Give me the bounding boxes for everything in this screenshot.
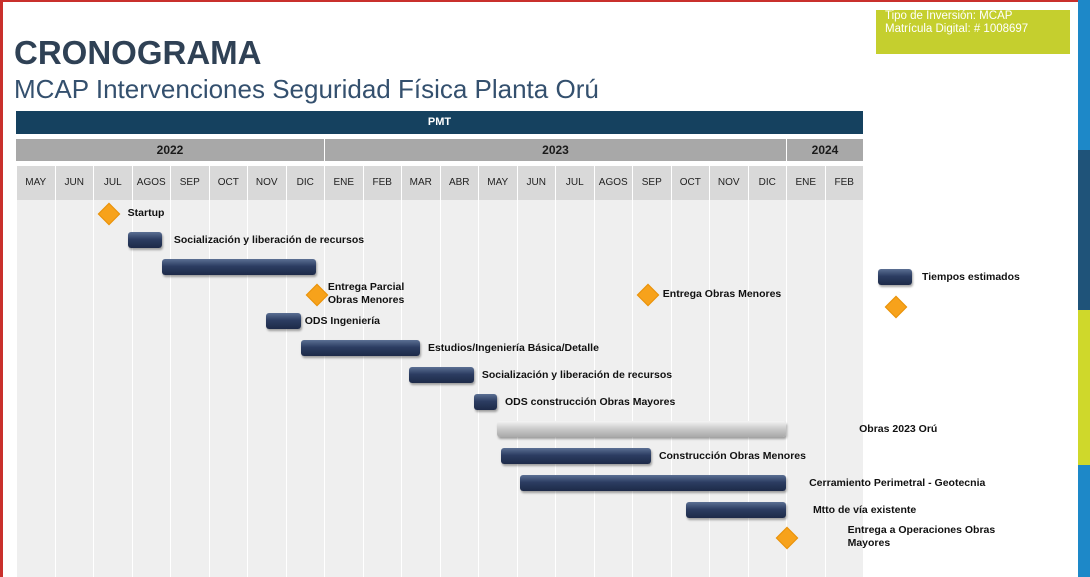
task-label: Entrega Obras Menores bbox=[662, 287, 782, 300]
investment-info-box: Tipo de Inversión: MCAP Matrícula Digita… bbox=[876, 10, 1070, 54]
month-header: DIC bbox=[748, 166, 786, 200]
month-column bbox=[171, 200, 209, 577]
task-label: Cerramiento Perimetral - Geotecnia bbox=[809, 476, 986, 489]
chart-header: PMT bbox=[16, 111, 863, 134]
task-label: Startup bbox=[127, 206, 165, 219]
month-header: JUL bbox=[556, 166, 594, 200]
month-header: ENE bbox=[787, 166, 825, 200]
month-column bbox=[325, 200, 363, 577]
task-label: Socialización y liberación de recursos bbox=[173, 233, 365, 246]
task-label: Construcción Obras Menores bbox=[658, 449, 806, 462]
page-title: CRONOGRAMA bbox=[14, 34, 262, 71]
task-bar[interactable] bbox=[127, 232, 163, 248]
month-column bbox=[787, 200, 825, 577]
month-column bbox=[286, 200, 324, 577]
task-label: ODS construcción Obras Mayores bbox=[504, 395, 676, 408]
month-column bbox=[825, 200, 863, 577]
task-bar[interactable] bbox=[162, 259, 317, 275]
page-subtitle: MCAP Intervenciones Seguridad Física Pla… bbox=[14, 74, 599, 104]
month-header: NOV bbox=[710, 166, 748, 200]
month-header: FEB bbox=[825, 166, 863, 200]
task-bar[interactable] bbox=[266, 313, 301, 329]
month-header: NOV bbox=[248, 166, 286, 200]
month-header: ENE bbox=[325, 166, 363, 200]
month-column bbox=[594, 200, 632, 577]
month-column bbox=[363, 200, 401, 577]
task-bar[interactable] bbox=[501, 448, 652, 464]
slide-edge-stripe bbox=[1078, 0, 1090, 577]
year-header: 2023 bbox=[325, 139, 786, 161]
month-column bbox=[633, 200, 671, 577]
month-column bbox=[748, 200, 786, 577]
month-header: FEB bbox=[363, 166, 401, 200]
month-header: SEP bbox=[633, 166, 671, 200]
task-bar[interactable] bbox=[497, 421, 786, 437]
month-column bbox=[55, 200, 93, 577]
month-column bbox=[671, 200, 709, 577]
stripe-navy bbox=[1078, 150, 1090, 310]
investment-type: Tipo de Inversión: MCAP bbox=[885, 10, 1013, 22]
month-header: AGOS bbox=[594, 166, 632, 200]
month-column bbox=[17, 200, 55, 577]
task-bar[interactable] bbox=[685, 502, 786, 518]
month-column bbox=[556, 200, 594, 577]
digital-registration: Matrícula Digital: # 1008697 bbox=[885, 23, 1029, 35]
month-header: OCT bbox=[671, 166, 709, 200]
month-column bbox=[132, 200, 170, 577]
month-column bbox=[94, 200, 132, 577]
month-header: AGOS bbox=[132, 166, 170, 200]
task-label: Socialización y liberación de recursos bbox=[481, 368, 673, 381]
month-column bbox=[248, 200, 286, 577]
month-header: ABR bbox=[440, 166, 478, 200]
year-header: 2024 bbox=[787, 139, 863, 161]
month-header: MAY bbox=[17, 166, 55, 200]
task-bar[interactable] bbox=[474, 394, 498, 410]
month-column bbox=[209, 200, 247, 577]
month-header: MAY bbox=[479, 166, 517, 200]
month-header: MAR bbox=[402, 166, 440, 200]
task-bar[interactable] bbox=[408, 367, 475, 383]
stripe-blue-bottom bbox=[1078, 465, 1090, 577]
month-column bbox=[479, 200, 517, 577]
task-label: Entrega a Operaciones Obras Mayores bbox=[847, 524, 996, 549]
task-label: Estudios/Ingeniería Básica/Detalle bbox=[427, 341, 599, 354]
month-header: JUN bbox=[55, 166, 93, 200]
month-column bbox=[517, 200, 555, 577]
task-label: ODS Ingeniería bbox=[304, 314, 381, 327]
month-header: JUL bbox=[94, 166, 132, 200]
month-header: OCT bbox=[209, 166, 247, 200]
task-bar[interactable] bbox=[300, 340, 421, 356]
stripe-blue bbox=[1078, 0, 1090, 150]
task-label: Entrega Parcial Obras Menores bbox=[327, 281, 405, 306]
month-header: JUN bbox=[517, 166, 555, 200]
month-column bbox=[440, 200, 478, 577]
task-label: Obras 2023 Orú bbox=[859, 422, 938, 435]
legend-bar bbox=[878, 269, 912, 285]
month-header: DIC bbox=[286, 166, 324, 200]
task-bar[interactable] bbox=[520, 475, 786, 491]
task-label: Mtto de vía existente bbox=[812, 503, 917, 516]
stripe-lime bbox=[1078, 310, 1090, 465]
legend-label: Tiempos estimados bbox=[922, 271, 1020, 283]
month-column bbox=[402, 200, 440, 577]
month-header: SEP bbox=[171, 166, 209, 200]
year-header: 2022 bbox=[16, 139, 324, 161]
month-column bbox=[710, 200, 748, 577]
